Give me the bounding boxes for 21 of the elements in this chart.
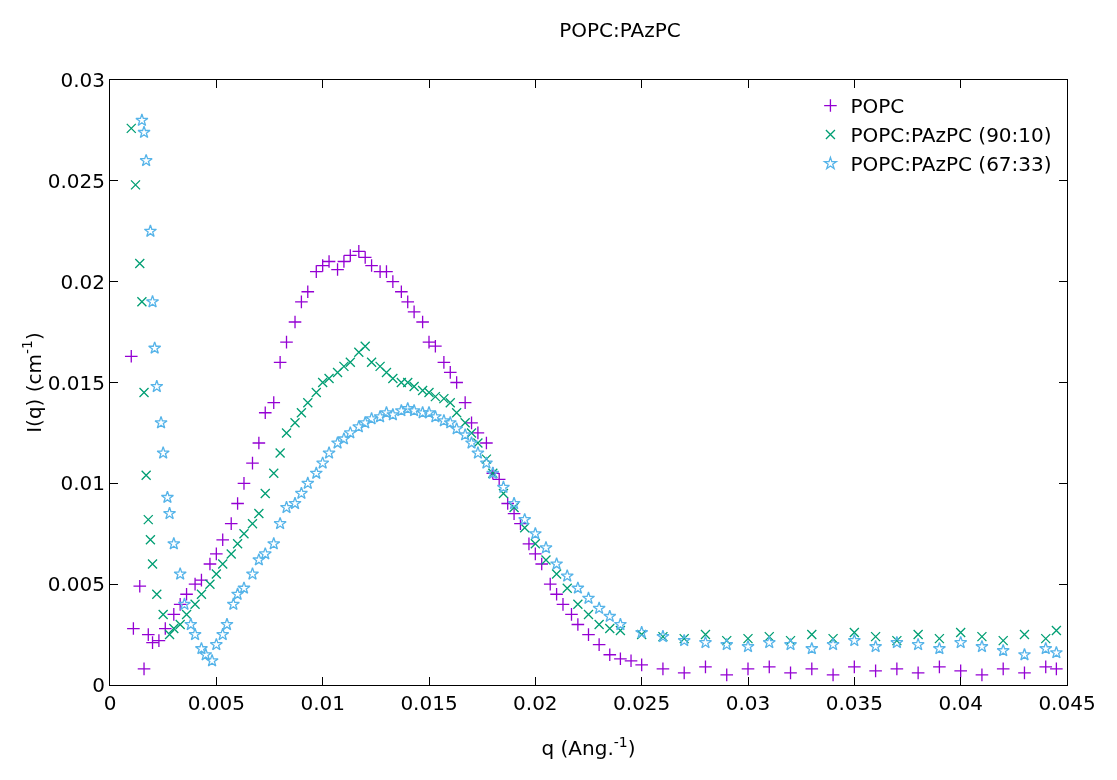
x-tick-label: 0.02 [513,691,558,715]
x-tick-label: 0.045 [1038,691,1096,715]
x-tick-label: 0.015 [400,691,458,715]
y-tick-label: 0.005 [47,572,105,597]
y-tick-label: 0.025 [47,168,105,193]
legend-label: POPC:PAzPC (90:10) [850,123,1052,148]
y-tick-label: 0 [92,673,105,697]
y-tick-label: 0.015 [47,370,105,395]
x-tick-label: 0.025 [613,691,671,715]
x-tick-label: 0.005 [187,691,245,715]
y-tick-label: 0.03 [60,68,105,92]
x-tick-label: 0.035 [825,691,883,715]
y-tick-label: 0.01 [60,471,105,496]
legend-label: POPC:PAzPC (67:33) [850,152,1052,177]
x-axis-title: q (Ang.$^{-1}$) [541,733,636,760]
y-tick-label: 0.02 [60,269,105,294]
x-tick-label: 0.04 [938,691,983,715]
x-tick-label: 0.03 [725,691,771,715]
chart-title: POPC:PAzPC [559,18,681,43]
legend-label: POPC [850,94,905,119]
x-tick-label: 0.01 [300,691,345,715]
